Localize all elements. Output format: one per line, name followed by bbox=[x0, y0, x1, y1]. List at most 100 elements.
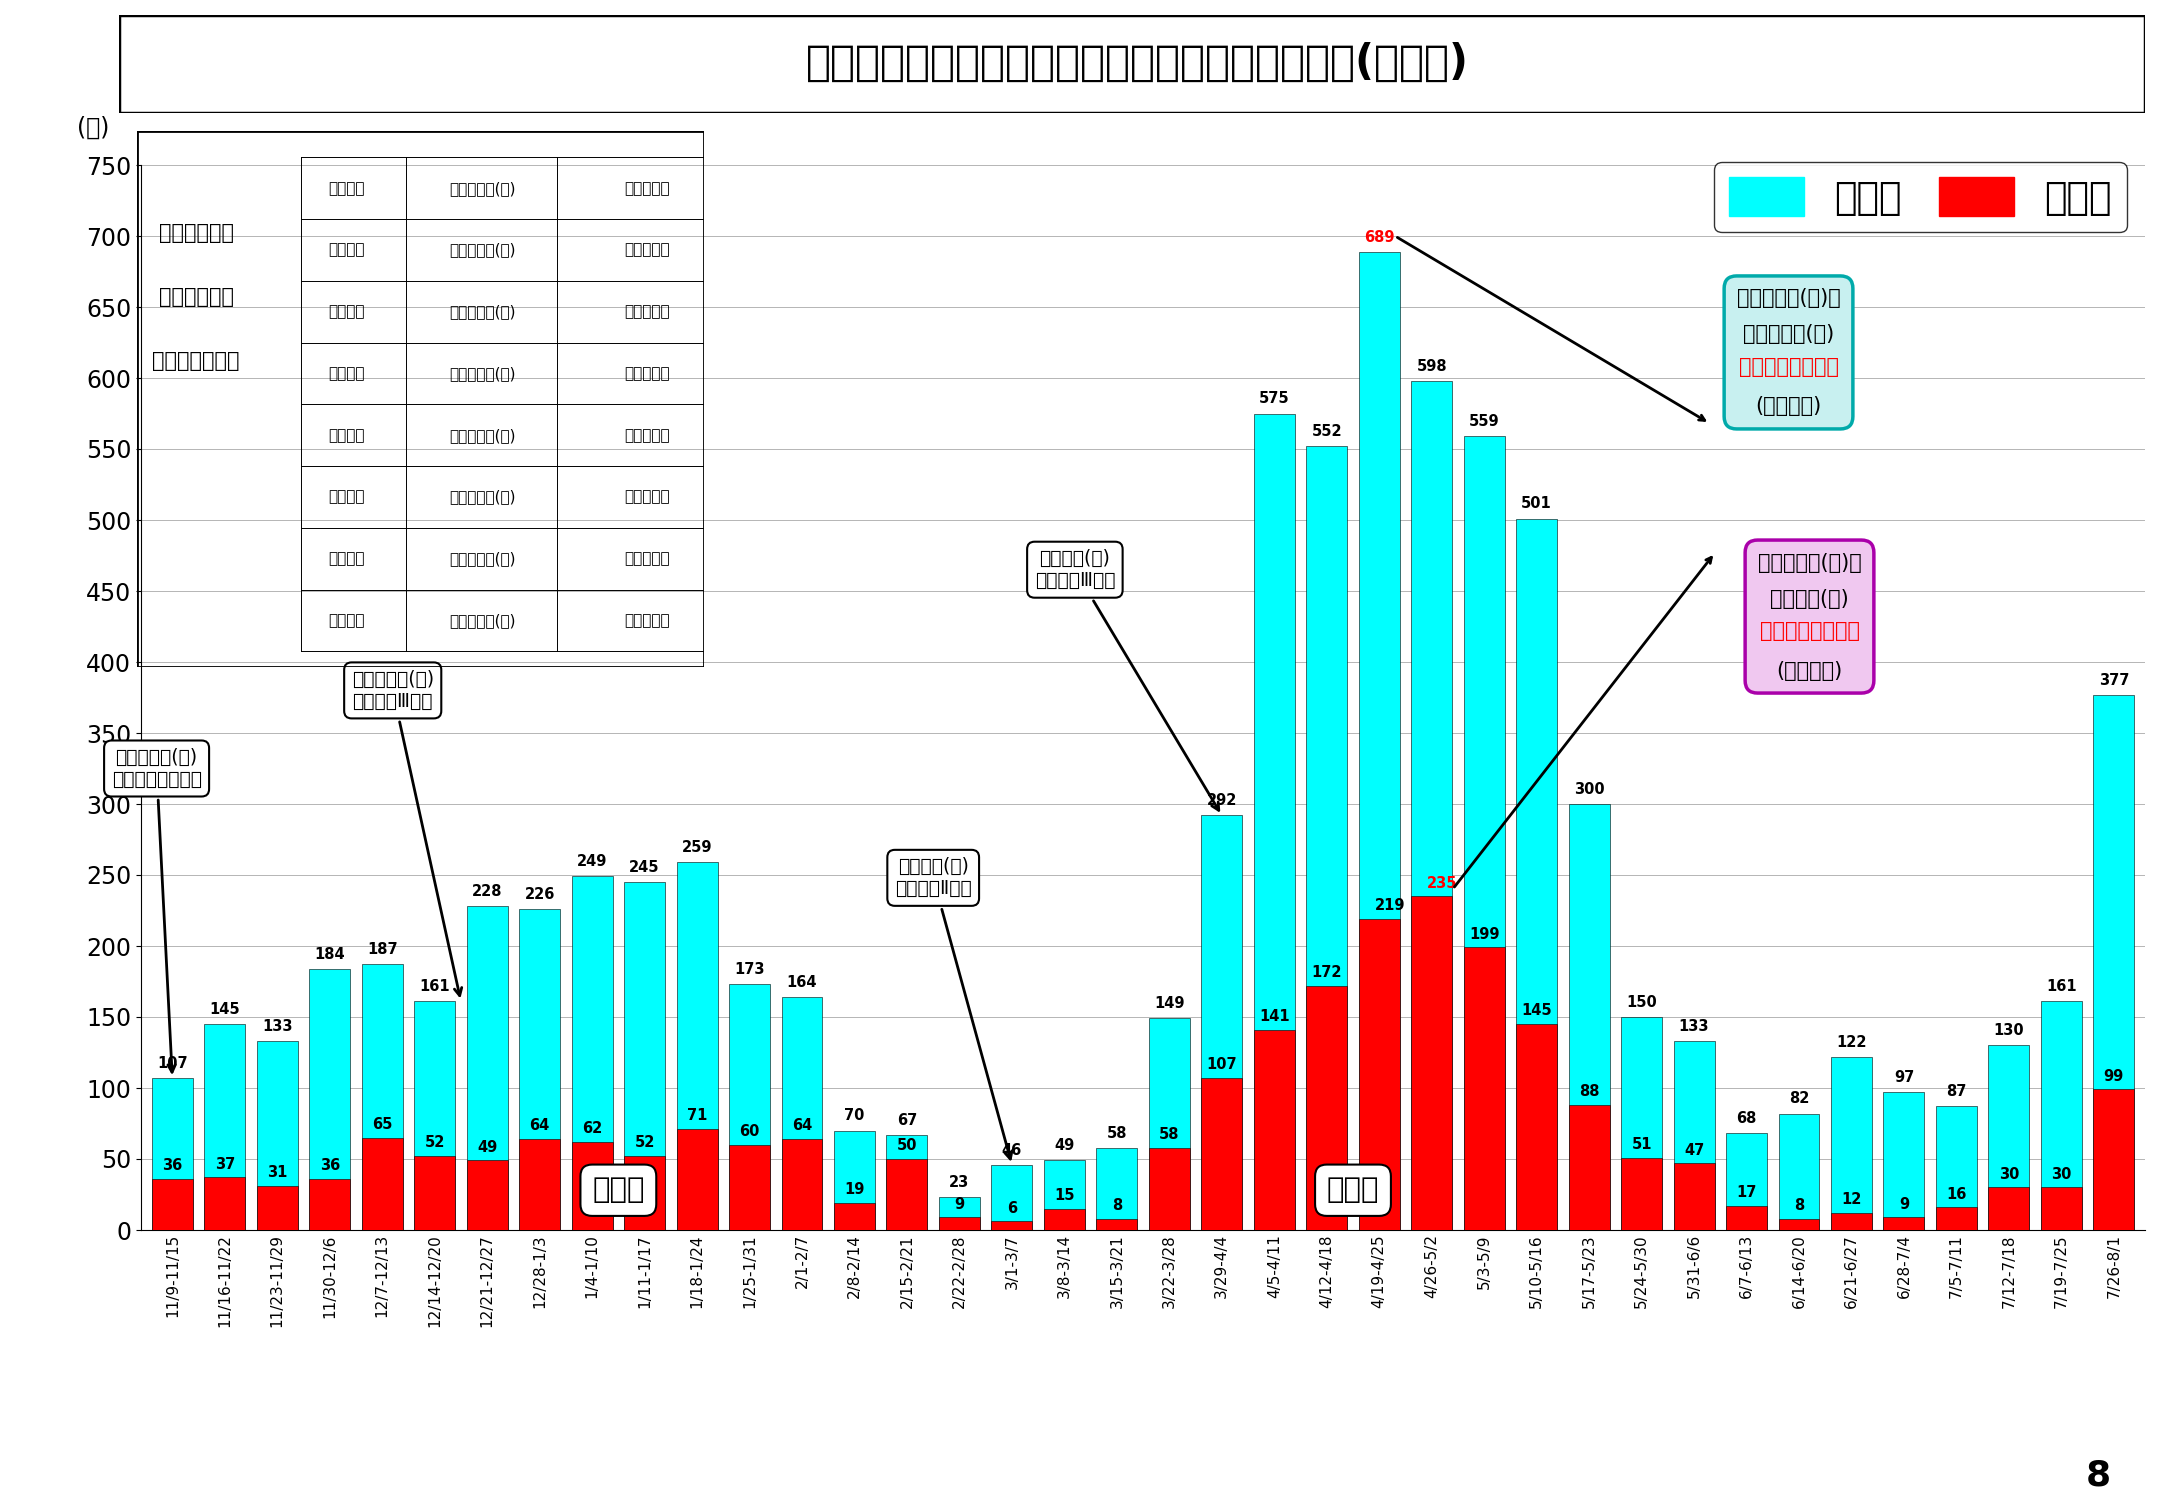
Text: ５０人目: ５０人目 bbox=[329, 552, 364, 567]
Text: 377: 377 bbox=[2098, 672, 2128, 687]
Text: 501: 501 bbox=[1521, 496, 1552, 512]
Text: （６月～８月）: （６月～８月） bbox=[152, 351, 241, 372]
Text: 49: 49 bbox=[1055, 1138, 1075, 1154]
Bar bbox=[1307, 446, 1348, 1230]
Bar bbox=[1411, 897, 1452, 1230]
Bar bbox=[362, 964, 403, 1230]
Bar bbox=[938, 1216, 979, 1230]
Text: ４７人目: ４７人目 bbox=[329, 366, 364, 381]
Bar bbox=[1149, 1019, 1190, 1230]
Text: 60: 60 bbox=[739, 1124, 761, 1138]
Bar bbox=[1044, 1161, 1086, 1230]
Text: 245: 245 bbox=[628, 859, 659, 874]
Text: 67: 67 bbox=[897, 1113, 917, 1128]
Bar bbox=[1779, 1113, 1820, 1230]
Text: 87: 87 bbox=[1946, 1084, 1968, 1100]
Text: 99: 99 bbox=[2104, 1068, 2124, 1083]
Bar bbox=[1569, 804, 1610, 1230]
Text: 173: 173 bbox=[735, 962, 765, 976]
Text: 30: 30 bbox=[1998, 1167, 2020, 1182]
Text: 8: 8 bbox=[1112, 1198, 1123, 1214]
Text: 46: 46 bbox=[1001, 1143, 1023, 1158]
Text: ４６人目: ４６人目 bbox=[329, 304, 364, 320]
Text: ７０代男性: ７０代男性 bbox=[624, 427, 670, 442]
Text: 689: 689 bbox=[1363, 230, 1396, 244]
Bar bbox=[834, 1203, 875, 1230]
Text: ８０代男性: ８０代男性 bbox=[624, 304, 670, 320]
Text: 199: 199 bbox=[1469, 927, 1500, 942]
Text: 52: 52 bbox=[425, 1136, 444, 1150]
Text: ４９人目: ４９人目 bbox=[329, 489, 364, 504]
Bar bbox=[1411, 381, 1452, 1230]
Text: 第３波: 第３波 bbox=[592, 1176, 644, 1204]
Text: 122: 122 bbox=[1835, 1035, 1866, 1050]
Bar bbox=[1201, 1078, 1242, 1230]
Text: 50: 50 bbox=[897, 1138, 917, 1154]
Bar bbox=[1883, 1092, 1924, 1230]
Bar bbox=[414, 1156, 455, 1230]
Text: 150: 150 bbox=[1625, 994, 1658, 1010]
Bar bbox=[1621, 1017, 1662, 1230]
Bar bbox=[624, 1156, 665, 1230]
Bar bbox=[572, 1142, 613, 1230]
Bar bbox=[1989, 1046, 2028, 1230]
Text: 58: 58 bbox=[1159, 1126, 1179, 1142]
Bar bbox=[1517, 1024, 1558, 1230]
Bar bbox=[572, 876, 613, 1230]
Text: ６月２３日(水): ６月２３日(水) bbox=[449, 552, 516, 567]
Text: 187: 187 bbox=[366, 942, 397, 957]
Bar bbox=[1201, 816, 1242, 1230]
Bar bbox=[204, 1024, 245, 1230]
Text: ８０代男性: ８０代男性 bbox=[624, 614, 670, 628]
Text: 70: 70 bbox=[845, 1108, 865, 1124]
Bar bbox=[1779, 1218, 1820, 1230]
Text: 65: 65 bbox=[373, 1118, 392, 1132]
Bar bbox=[1883, 1216, 1924, 1230]
Text: 36: 36 bbox=[163, 1158, 182, 1173]
Bar bbox=[362, 1137, 403, 1230]
Text: ８０代男性: ８０代男性 bbox=[624, 489, 670, 504]
Text: ６月１９日(土): ６月１９日(土) bbox=[449, 366, 516, 381]
Text: 37: 37 bbox=[215, 1156, 234, 1172]
Legend: 奈良県, 奈良市: 奈良県, 奈良市 bbox=[1714, 162, 2126, 232]
Text: ３月２日(火)
ステージⅡ移行: ３月２日(火) ステージⅡ移行 bbox=[895, 858, 1012, 1160]
Text: 164: 164 bbox=[787, 975, 817, 990]
Text: 68: 68 bbox=[1736, 1112, 1757, 1126]
Bar bbox=[1463, 436, 1504, 1230]
Text: 130: 130 bbox=[1994, 1023, 2024, 1038]
Bar bbox=[1935, 1208, 1976, 1230]
Text: ４８人目: ４８人目 bbox=[329, 427, 364, 442]
Text: ４月２日(金)
ステージⅢ移行: ４月２日(金) ステージⅢ移行 bbox=[1034, 549, 1218, 810]
Bar bbox=[886, 1160, 927, 1230]
Text: 133: 133 bbox=[1679, 1019, 1710, 1034]
Text: ４５人目: ４５人目 bbox=[329, 243, 364, 258]
Bar bbox=[258, 1186, 297, 1230]
Text: 49: 49 bbox=[477, 1140, 496, 1155]
Text: 292: 292 bbox=[1207, 794, 1237, 808]
Text: 64: 64 bbox=[529, 1119, 550, 1134]
Text: 奈良県及び奈良市における新規陽性者数等の推移(週単位): 奈良県及び奈良市における新規陽性者数等の推移(週単位) bbox=[806, 42, 1469, 84]
Text: 51: 51 bbox=[1632, 1137, 1651, 1152]
Text: 97: 97 bbox=[1894, 1070, 1913, 1084]
Text: ６０代男性: ６０代男性 bbox=[624, 366, 670, 381]
Text: 552: 552 bbox=[1311, 424, 1341, 439]
Bar bbox=[676, 862, 717, 1230]
Bar bbox=[992, 1221, 1031, 1230]
Bar bbox=[1727, 1206, 1766, 1230]
Bar bbox=[1255, 414, 1294, 1230]
Bar bbox=[886, 1136, 927, 1230]
Text: 感染者の死亡: 感染者の死亡 bbox=[158, 286, 234, 308]
Text: 9: 9 bbox=[953, 1197, 964, 1212]
Text: 598: 598 bbox=[1417, 358, 1448, 374]
Bar bbox=[2041, 1002, 2082, 1230]
Text: 149: 149 bbox=[1155, 996, 1185, 1011]
Text: 奈良市：２３５人: 奈良市：２３５人 bbox=[1760, 621, 1859, 640]
Text: 19: 19 bbox=[845, 1182, 865, 1197]
Text: 15: 15 bbox=[1053, 1188, 1075, 1203]
Bar bbox=[1569, 1106, 1610, 1230]
Bar bbox=[624, 882, 665, 1230]
Bar bbox=[152, 1078, 193, 1230]
Text: 161: 161 bbox=[2046, 980, 2076, 994]
Bar bbox=[1673, 1164, 1714, 1230]
Bar bbox=[1097, 1148, 1138, 1230]
